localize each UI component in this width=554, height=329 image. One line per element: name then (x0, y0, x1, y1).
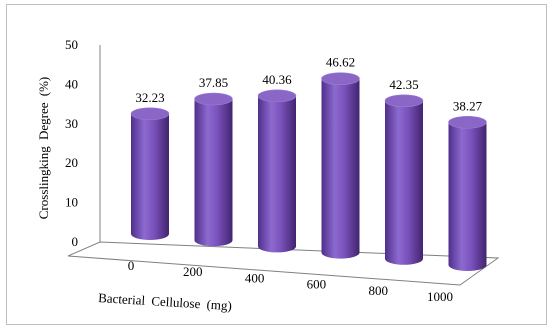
y-axis-title: Crosslingking Degree (%) (36, 77, 51, 219)
y-tick-labels: 0 10 20 30 40 50 (65, 37, 78, 249)
bar-400 (257, 89, 297, 253)
bar-body (448, 122, 487, 271)
y-tick-label: 50 (65, 37, 78, 52)
y-tick-label: 10 (65, 195, 78, 210)
y-tick-label: 30 (65, 116, 78, 131)
y-tick-label: 20 (65, 155, 78, 170)
bar-600 (321, 72, 360, 259)
y-tick-label: 0 (72, 234, 79, 249)
value-labels: 32.23 37.85 40.36 46.62 42.35 38.27 (135, 55, 482, 114)
bar-body (131, 113, 169, 240)
bar-body (194, 99, 233, 247)
floor-plane (67, 241, 500, 286)
x-axis-title: Bacterial Cellulose (mg) (98, 290, 232, 313)
x-tick-label: 600 (307, 277, 327, 292)
bar-top (130, 107, 170, 121)
bar-top (384, 94, 424, 108)
bar-body (385, 100, 423, 265)
bar-0 (130, 107, 170, 240)
bar-800 (384, 94, 424, 265)
bar-top (321, 72, 360, 86)
value-label: 32.23 (135, 90, 164, 105)
value-label: 40.36 (262, 72, 292, 87)
bar-1000 (448, 115, 487, 271)
bar-top (257, 89, 297, 103)
value-label: 46.62 (326, 55, 355, 70)
x-tick-label: 400 (245, 270, 265, 285)
bar-body (321, 78, 360, 259)
x-tick-label: 0 (128, 258, 135, 273)
axes (67, 45, 500, 286)
bar-top (448, 115, 487, 129)
y-tick-label: 40 (65, 76, 78, 91)
bars (130, 72, 487, 271)
x-tick-label: 1000 (427, 289, 453, 304)
x-tick-label: 200 (183, 264, 203, 279)
value-label: 37.85 (199, 75, 228, 90)
x-tick-label: 800 (368, 283, 388, 298)
x-tick-labels: 0 200 400 600 800 1000 (128, 258, 453, 304)
bar-200 (194, 92, 233, 247)
bar-body (258, 95, 296, 253)
bar-top (194, 92, 233, 106)
value-label: 38.27 (453, 98, 483, 113)
value-label: 42.35 (389, 77, 418, 92)
